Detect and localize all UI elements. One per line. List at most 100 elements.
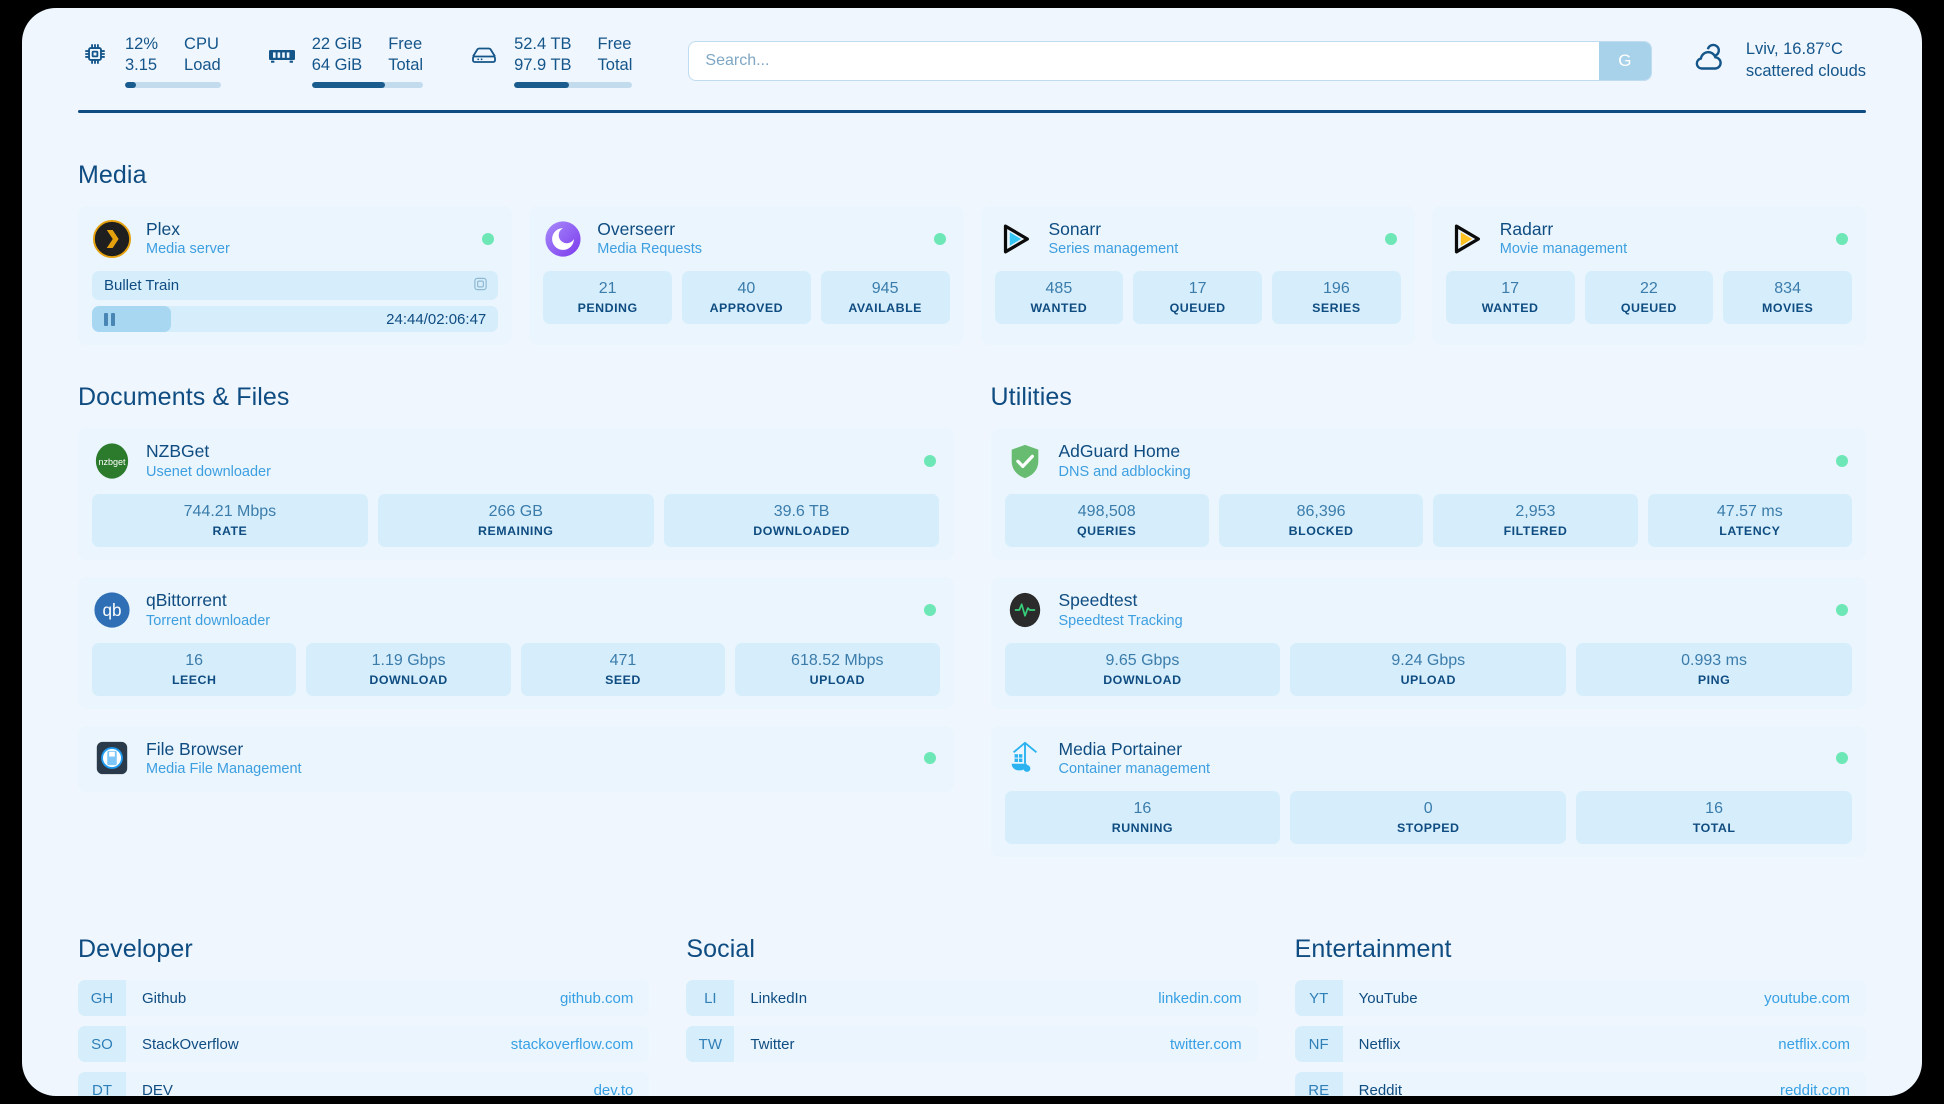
bookmark-url: youtube.com	[1764, 989, 1850, 1007]
player-time-separator: /	[423, 310, 428, 328]
bookmark-group-title: Entertainment	[1294, 935, 1452, 964]
resource-disk[interactable]: 52.4 TB 97.9 TB Free Total	[467, 34, 633, 89]
stat-value: 498,508	[1077, 502, 1136, 520]
bookmark-group-social: Social LI LinkedIn linkedin.com TW Twitt…	[686, 935, 1258, 1096]
stat-value: 17	[1501, 280, 1520, 298]
search-engine-button[interactable]: G	[1598, 42, 1651, 81]
service-card-portainer[interactable]: Media Portainer Container management 16 …	[990, 725, 1866, 858]
service-card-nzbget[interactable]: nzbget NZBGet Usenet downloader 74	[78, 428, 954, 560]
cpu-label-bottom: Load	[184, 56, 221, 75]
stat-label: STOPPED	[1396, 821, 1460, 836]
service-name: File Browser	[146, 738, 244, 759]
status-badge	[923, 752, 936, 765]
disk-total: 97.9 TB	[514, 56, 572, 75]
service-name: Media Portainer	[1058, 738, 1183, 759]
service-name: Overseerr	[597, 218, 676, 239]
resource-memory[interactable]: 22 GiB 64 GiB Free Total	[265, 34, 424, 89]
stat-block: 0 STOPPED	[1290, 791, 1567, 845]
svg-text:nzbget: nzbget	[98, 457, 126, 467]
service-card-plex[interactable]: Plex Media server Bullet Train	[78, 205, 513, 346]
bookmarks-row: Developer GH Github github.com SO StackO…	[78, 935, 1866, 1096]
bookmark-item-linkedin[interactable]: LI LinkedIn linkedin.com	[686, 980, 1258, 1017]
disk-usage-fill	[514, 82, 569, 89]
stat-block: 16 TOTAL	[1576, 791, 1852, 845]
bookmark-item-youtube[interactable]: YT YouTube youtube.com	[1294, 980, 1866, 1017]
section-title-documents: Documents & Files	[78, 383, 290, 412]
stat-block: 86,396 BLOCKED	[1218, 493, 1424, 547]
service-stats: 16 RUNNING 0 STOPPED 16 TOTAL	[1004, 791, 1853, 845]
player-elapsed: 24:44	[386, 310, 424, 328]
service-subtitle: Media Requests	[597, 241, 703, 258]
status-badge	[923, 603, 936, 616]
memory-usage-fill	[311, 82, 386, 89]
stat-value: 945	[871, 280, 899, 298]
service-stats: 498,508 QUERIES 86,396 BLOCKED 2,953 FIL…	[1004, 493, 1852, 547]
service-card-adguard[interactable]: AdGuard Home DNS and adblocking 498,508 …	[990, 428, 1866, 560]
player-progress-bar[interactable]: 24:44/02:06:47	[92, 306, 499, 333]
status-badge	[1836, 752, 1848, 765]
bookmark-name: Reddit	[1358, 1081, 1403, 1096]
disk-free: 52.4 TB	[514, 35, 572, 53]
stat-block: 17 QUEUED	[1133, 271, 1262, 325]
bookmark-url: github.com	[559, 989, 634, 1007]
bookmark-item-github[interactable]: GH Github github.com	[78, 980, 650, 1017]
service-card-speedtest[interactable]: Speedtest Speedtest Tracking 9.65 Gbps D…	[990, 576, 1866, 709]
bookmark-name: Github	[142, 989, 187, 1007]
status-badge	[1384, 232, 1397, 245]
stat-block: 485 WANTED	[994, 271, 1124, 325]
service-subtitle: Series management	[1048, 241, 1179, 258]
bookmark-item-reddit[interactable]: RE Reddit reddit.com	[1294, 1072, 1866, 1096]
stat-label: PENDING	[577, 301, 638, 316]
section-documents: Documents & Files nzbget NZBGet	[78, 383, 954, 857]
disk-usage-bar	[514, 82, 633, 89]
search-input[interactable]	[689, 42, 1599, 81]
bookmark-url: netflix.com	[1778, 1035, 1850, 1053]
service-subtitle: DNS and adblocking	[1058, 464, 1191, 481]
weather-widget[interactable]: Lviv, 16.87°C scattered clouds	[1690, 39, 1866, 83]
bookmark-item-stackoverflow[interactable]: SO StackOverflow stackoverflow.com	[78, 1026, 650, 1063]
cast-icon[interactable]	[473, 276, 488, 295]
stat-value: 16	[185, 651, 204, 669]
pause-icon[interactable]	[104, 312, 115, 326]
stat-label: REMAINING	[478, 523, 554, 538]
stat-block: 1.19 Gbps DOWNLOAD	[306, 642, 511, 696]
stat-value: 9.24 Gbps	[1391, 651, 1466, 669]
stat-label: PING	[1697, 672, 1731, 687]
stat-block: 9.65 Gbps DOWNLOAD	[1004, 642, 1281, 696]
cpu-label-top: CPU	[184, 35, 219, 53]
nzbget-icon: nzbget	[92, 441, 132, 481]
bookmark-item-twitter[interactable]: TW Twitter twitter.com	[686, 1026, 1258, 1063]
service-name: Plex	[146, 218, 181, 239]
player-title-text: Bullet Train	[104, 277, 180, 295]
stat-value: 21	[598, 280, 617, 298]
stat-value: 22	[1639, 280, 1658, 298]
cpu-percent: 12%	[125, 35, 159, 53]
status-badge	[482, 232, 495, 245]
resource-cpu[interactable]: 12% 3.15 CPU Load	[78, 34, 221, 89]
service-card-qbittorrent[interactable]: qb qBittorrent Torrent downloader	[78, 576, 954, 709]
bookmark-name: LinkedIn	[750, 989, 808, 1007]
bookmark-abbr: DT	[78, 1072, 126, 1096]
service-subtitle: Usenet downloader	[146, 464, 271, 481]
player-time: 24:44/02:06:47	[386, 311, 486, 328]
bookmark-url: linkedin.com	[1158, 989, 1242, 1007]
service-card-radarr[interactable]: Radarr Movie management 17 WANTED 22 QUE…	[1431, 205, 1866, 346]
bookmark-abbr: SO	[78, 1026, 126, 1063]
cloud-icon	[1690, 43, 1730, 80]
stat-value: 618.52 Mbps	[791, 651, 884, 669]
stat-label: APPROVED	[709, 301, 784, 316]
stat-block: 498,508 QUERIES	[1004, 493, 1209, 547]
service-card-filebrowser[interactable]: File Browser Media File Management	[78, 725, 954, 793]
stat-block: 17 WANTED	[1445, 271, 1575, 325]
service-subtitle: Movie management	[1499, 241, 1628, 258]
bookmark-item-dev[interactable]: DT DEV dev.to	[78, 1072, 650, 1096]
player-now-playing: Bullet Train	[92, 271, 499, 301]
bookmark-abbr: RE	[1294, 1072, 1343, 1096]
service-card-sonarr[interactable]: Sonarr Series management 485 WANTED 17 Q…	[980, 205, 1415, 346]
search-bar[interactable]: G	[688, 41, 1652, 82]
memory-label-bottom: Total	[388, 56, 424, 75]
bookmark-name: YouTube	[1358, 989, 1418, 1007]
stat-label: DOWNLOAD	[369, 672, 448, 687]
bookmark-item-netflix[interactable]: NF Netflix netflix.com	[1294, 1026, 1866, 1063]
service-card-overseerr[interactable]: Overseerr Media Requests 21 PENDING 40 A…	[529, 205, 964, 346]
